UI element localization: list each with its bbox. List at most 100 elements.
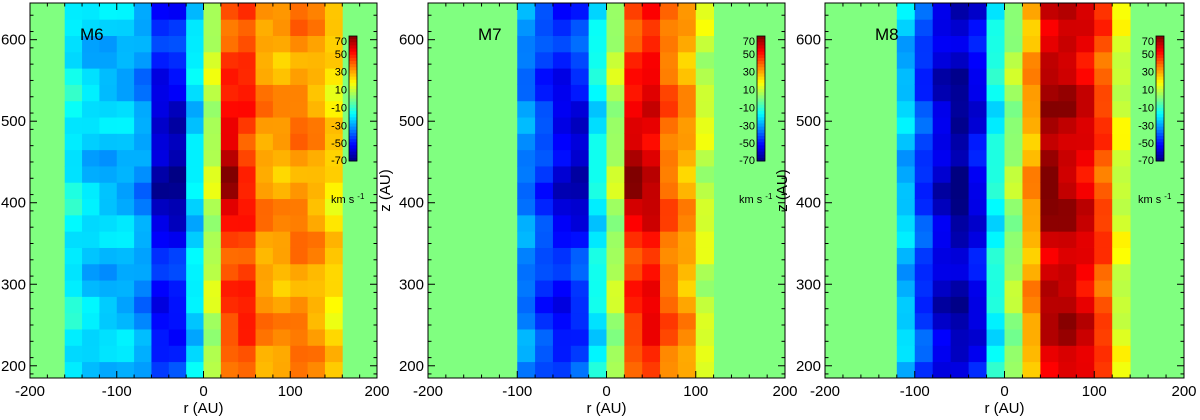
heatmap-cell (272, 214, 291, 232)
colorbar-frame (348, 35, 358, 162)
heatmap-cell (151, 182, 170, 200)
colorbar-segment (349, 101, 357, 106)
heatmap-cell (660, 35, 679, 53)
heatmap-cell (220, 117, 239, 134)
heatmap-cell (968, 3, 987, 20)
colorbar-segment (1156, 111, 1164, 115)
colorbar-segment (757, 148, 765, 153)
heatmap-cell (606, 117, 625, 134)
heatmap-cell (588, 19, 607, 36)
heatmap-cell (1022, 296, 1041, 314)
heatmap-cell (606, 198, 625, 216)
heatmap-cell (290, 329, 308, 346)
heatmap-cell (606, 345, 625, 363)
heatmap-cell (1094, 231, 1113, 248)
heatmap-cell (896, 19, 916, 36)
heatmap-cell (64, 296, 83, 314)
heatmap-cell (82, 280, 100, 297)
heatmap-cell (642, 198, 661, 216)
heatmap-cell (116, 117, 135, 134)
heatmap-cell (186, 3, 204, 20)
heatmap-cell (986, 280, 1005, 297)
y-axis-title: z (AU) (377, 169, 394, 212)
colorbar-segment (349, 67, 357, 71)
heatmap-cell (307, 182, 326, 200)
x-tick-label: 200 (364, 383, 389, 400)
heatmap-cell (914, 84, 934, 102)
heatmap-cell (1094, 100, 1113, 118)
heatmap-cell (552, 247, 572, 265)
heatmap-cell (932, 149, 952, 167)
heatmap-cell (151, 100, 170, 118)
heatmap-cell (99, 247, 118, 265)
heatmap-cell (660, 329, 679, 346)
heatmap-cell (272, 68, 291, 85)
heatmap-cell (203, 263, 222, 281)
heatmap-cell (272, 166, 291, 183)
heatmap-cell (238, 3, 256, 20)
heatmap-cell (324, 166, 343, 183)
heatmap-cell (642, 263, 661, 281)
heatmap-cell (517, 100, 536, 118)
heatmap-cell (695, 84, 714, 102)
heatmap-cell (203, 280, 222, 297)
heatmap-cell (1076, 214, 1095, 232)
heatmap-cell (624, 84, 643, 102)
colorbar-segment (349, 129, 357, 134)
heatmap-cell (986, 296, 1005, 314)
heatmap-cell (1076, 247, 1095, 265)
heatmap-cell (1004, 312, 1023, 330)
heatmap-cell (932, 263, 952, 281)
heatmap-cell (642, 19, 661, 36)
colorbar-segment (1156, 45, 1164, 49)
heatmap-cell (168, 361, 187, 379)
heatmap-cell (203, 133, 222, 151)
heatmap-cell (517, 182, 536, 200)
heatmap-cell (1112, 84, 1131, 102)
heatmap-cell (896, 3, 916, 20)
heatmap-cell (324, 198, 343, 216)
heatmap-cell (255, 231, 274, 248)
heatmap-cell (82, 166, 100, 183)
heatmap-cell (570, 263, 590, 281)
heatmap-cell (968, 247, 987, 265)
heatmap-cell (134, 280, 152, 297)
heatmap-cell (307, 198, 326, 216)
heatmap-cell (82, 312, 100, 330)
heatmap-cell (695, 296, 714, 314)
colorbar-tick-label: -70 (331, 155, 347, 167)
heatmap-cell (272, 133, 291, 151)
colorbar-tick-label: 50 (335, 49, 347, 61)
heatmap-cell (255, 117, 274, 134)
heatmap-cell (695, 51, 714, 69)
heatmap-cell (968, 84, 987, 102)
heatmap-cell (570, 68, 590, 85)
heatmap-cell (606, 149, 625, 167)
heatmap-cell (570, 51, 590, 69)
heatmap-cell (535, 329, 554, 346)
heatmap-cell (914, 133, 934, 151)
heatmap-cell (1004, 345, 1023, 363)
heatmap-cell (914, 312, 934, 330)
heatmap-cell (1112, 263, 1131, 281)
heatmap-cell (99, 117, 118, 134)
heatmap-cell (896, 166, 916, 183)
heatmap-cell (642, 68, 661, 85)
colorbar-segment (349, 45, 357, 49)
heatmap-cell (1112, 247, 1131, 265)
heatmap-cell (535, 117, 554, 134)
heatmap-cell (1112, 100, 1131, 118)
colorbar-segment (757, 36, 765, 40)
heatmap-cell (1022, 329, 1041, 346)
heatmap-cell (624, 312, 643, 330)
colorbar-segment (757, 57, 765, 62)
heatmap-cell (99, 231, 118, 248)
heatmap-cell (677, 166, 697, 183)
heatmap-cell (517, 361, 536, 379)
heatmap-cell (1040, 19, 1059, 36)
heatmap-cell (535, 345, 554, 363)
heatmap-cell (64, 117, 83, 134)
heatmap-cell (1022, 231, 1041, 248)
heatmap-cell (255, 166, 274, 183)
heatmap-cell (517, 149, 536, 167)
